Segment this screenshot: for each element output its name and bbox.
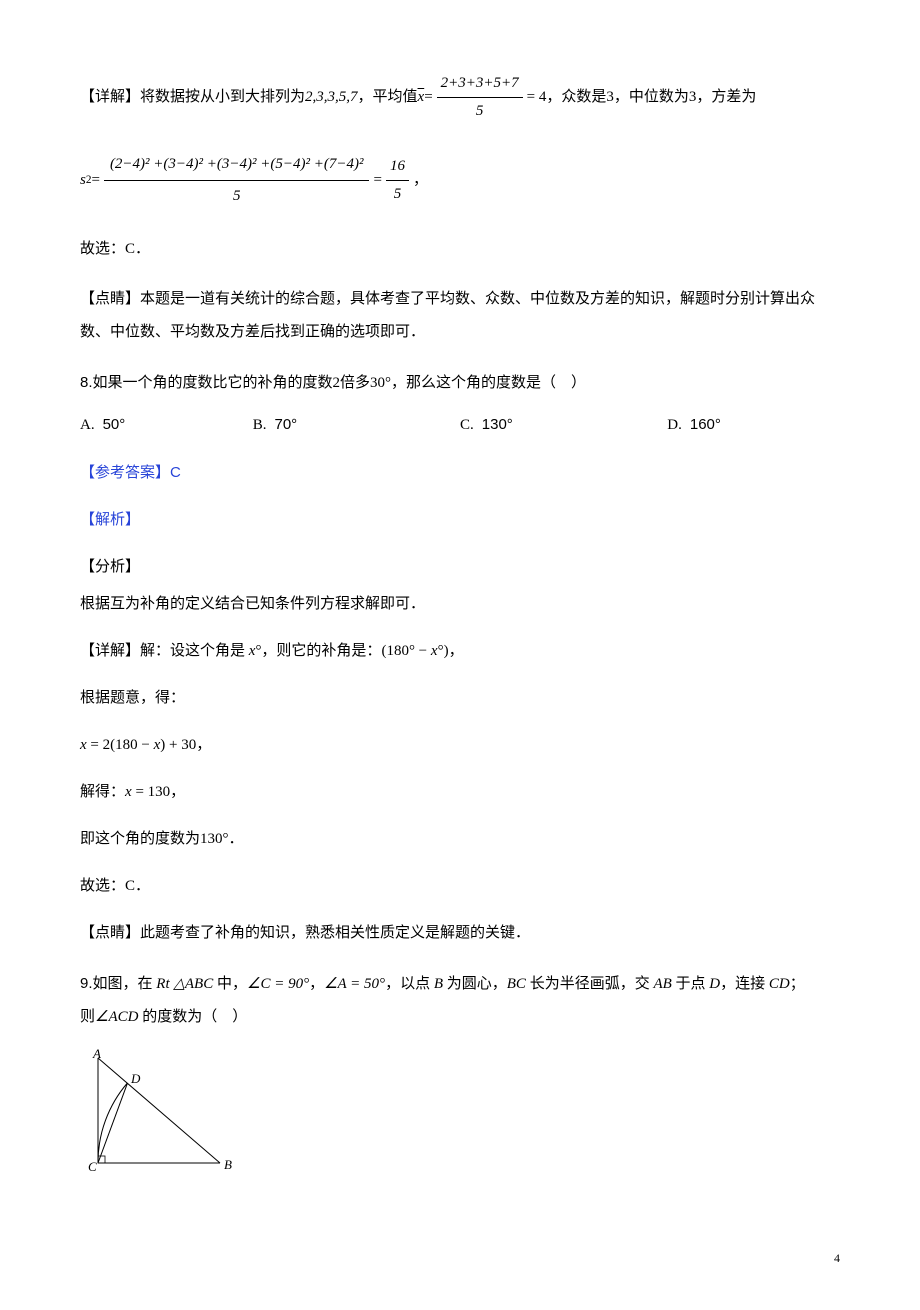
q7-detail-prefix: 【详解】将数据按从小到大排列为 xyxy=(80,84,305,111)
q8-conclusion: 故选：C． xyxy=(80,873,840,900)
page-number: 4 xyxy=(80,1248,840,1270)
label-d: D xyxy=(130,1071,141,1086)
q7-eq1: = xyxy=(424,84,432,111)
q8-detail: 【详解】解：设这个角是 x°，则它的补角是：(180° − x°)， xyxy=(80,638,840,665)
q8-eq-eq: = xyxy=(87,737,103,753)
q9-comma1: ， xyxy=(309,976,324,992)
q7-data-list: 2,3,3,5,7 xyxy=(305,84,358,111)
q9-semicolon: ； xyxy=(790,976,805,992)
q7-var-num: (2−4)² +(3−4)² +(3−4)² +(5−4)² +(7−4)² xyxy=(104,149,370,181)
q8-choice-c: C. 130° xyxy=(460,411,667,439)
q9-angle-acd: ∠ACD xyxy=(95,1009,138,1025)
label-a: A xyxy=(92,1048,101,1061)
q8-a-value: 50° xyxy=(103,411,126,438)
q8-according: 根据题意，得： xyxy=(80,685,840,712)
q8-a-label: A. xyxy=(80,412,95,439)
q7-eq2: = 4 xyxy=(527,84,547,111)
q7-dianjing: 【点睛】本题是一道有关统计的综合题，具体考查了平均数、众数、中位数及方差的知识，… xyxy=(80,283,840,349)
q8-solve-comma: ， xyxy=(170,784,185,800)
q8-question: 8.如果一个角的度数比它的补角的度数2倍多30°，那么这个角的度数是（ ） xyxy=(80,369,840,397)
q7-var-den: 5 xyxy=(227,181,247,212)
q8-equation: x = 2(180 − x) + 30， xyxy=(80,732,840,759)
q7-detail-line: 【详解】将数据按从小到大排列为 2,3,3,5,7 ，平均值 x = 2+3+3… xyxy=(80,70,840,125)
q8-answer-label: 【参考答案】 xyxy=(80,465,170,481)
q8-eq-rhs-close: ) + 30 xyxy=(160,737,196,753)
q9-cd: CD xyxy=(769,976,790,992)
q9-rt: Rt △ABC xyxy=(156,976,213,992)
q8-solve: 解得：x = 130， xyxy=(80,779,840,806)
q9-angle-a: ∠A = 50° xyxy=(324,976,385,992)
q9-point-d: D xyxy=(709,976,720,992)
q7-var-comma: ， xyxy=(413,167,428,194)
q8-eq-x: x xyxy=(80,737,87,753)
q8-c-label: C. xyxy=(460,412,474,439)
q9-mid4: 长为半径画弧，交 xyxy=(526,976,654,992)
q9-mid1: 中， xyxy=(213,976,247,992)
q9-ab: AB xyxy=(653,976,671,992)
q8-choice-a: A. 50° xyxy=(80,411,253,439)
q8-solve-x: x xyxy=(125,784,132,800)
q8-analysis-label: 【解析】 xyxy=(80,507,840,534)
q7-conclusion: 故选：C． xyxy=(80,236,840,263)
q7-mean-label: ，平均值 xyxy=(358,84,418,111)
q9-line2-suffix: 的度数为（ ） xyxy=(138,1009,247,1025)
q8-dianjing: 【点睛】此题考查了补角的知识，熟悉相关性质定义是解题的关键． xyxy=(80,920,840,947)
q8-fenxi-label: 【分析】 xyxy=(80,554,840,581)
q8-eq-rhs: 2(180 − xyxy=(103,737,154,753)
triangle-diagram: A D C B xyxy=(80,1048,240,1178)
q8-answer-value: C xyxy=(170,464,181,481)
q9-mid3: 为圆心， xyxy=(443,976,507,992)
q8-choice-d: D. 160° xyxy=(667,411,840,439)
q7-mean-fraction: 2+3+3+5+7 5 xyxy=(437,70,523,125)
q9-prefix: 如图，在 xyxy=(93,976,157,992)
q8-comma: ， xyxy=(449,643,464,659)
q8-b-value: 70° xyxy=(275,411,298,438)
q9-mid5: 于点 xyxy=(672,976,710,992)
q9-mid2: ，以点 xyxy=(385,976,434,992)
q7-var-eq2: = xyxy=(373,167,381,194)
q8-d-value: 160° xyxy=(690,411,721,438)
q8-detail-mid: °，则它的补角是： xyxy=(255,643,381,659)
q8-number: 8. xyxy=(80,374,93,391)
q8-solve-prefix: 解得： xyxy=(80,784,125,800)
q8-choice-b: B. 70° xyxy=(253,411,460,439)
q9-point-b: B xyxy=(434,976,443,992)
label-c: C xyxy=(88,1159,97,1174)
q7-res-num: 16 xyxy=(386,153,409,181)
q8-d-label: D. xyxy=(667,412,682,439)
q8-fenxi-text: 根据互为补角的定义结合已知条件列方程求解即可． xyxy=(80,591,840,618)
q9-angle-c: ∠C = 90° xyxy=(247,976,309,992)
q8-question-text: 如果一个角的度数比它的补角的度数2倍多30°，那么这个角的度数是（ ） xyxy=(93,375,587,391)
q9-line2-prefix: 则 xyxy=(80,1009,95,1025)
q8-choices: A. 50° B. 70° C. 130° D. 160° xyxy=(80,411,840,439)
line-cd xyxy=(98,1083,127,1163)
q7-mean-num: 2+3+3+5+7 xyxy=(437,70,523,98)
q8-sup-x: x xyxy=(431,643,438,659)
q7-var-result: 16 5 xyxy=(386,153,409,208)
q8-b-label: B. xyxy=(253,412,267,439)
q8-c-value: 130° xyxy=(482,411,513,438)
q7-res-den: 5 xyxy=(390,181,406,208)
q8-therefore: 即这个角的度数为130°． xyxy=(80,826,840,853)
q7-variance-line: s 2 = (2−4)² +(3−4)² +(3−4)² +(5−4)² +(7… xyxy=(80,149,840,212)
q9-mid6: ，连接 xyxy=(720,976,769,992)
q8-eq-comma: ， xyxy=(196,737,211,753)
q9-bc: BC xyxy=(507,976,526,992)
q8-sup-180: 180° − xyxy=(386,643,430,659)
q7-mean-symbol: x xyxy=(418,84,425,111)
q8-answer: 【参考答案】C xyxy=(80,459,840,487)
q7-detail-suffix: ，众数是3，中位数为3，方差为 xyxy=(546,84,756,111)
line-ab xyxy=(98,1058,220,1163)
q9-question: 9.如图，在 Rt △ABC 中，∠C = 90°，∠A = 50°，以点 B … xyxy=(80,967,840,1034)
label-b: B xyxy=(224,1157,232,1172)
q9-figure: A D C B xyxy=(80,1048,840,1188)
q7-var-eq: = xyxy=(91,167,99,194)
q8-detail-prefix: 【详解】解：设这个角是 xyxy=(80,643,249,659)
q7-var-fraction: (2−4)² +(3−4)² +(3−4)² +(5−4)² +(7−4)² 5 xyxy=(104,149,370,212)
q8-solve-eq: = 130 xyxy=(132,784,170,800)
q9-number: 9. xyxy=(80,975,93,992)
q7-mean-den: 5 xyxy=(472,98,488,125)
